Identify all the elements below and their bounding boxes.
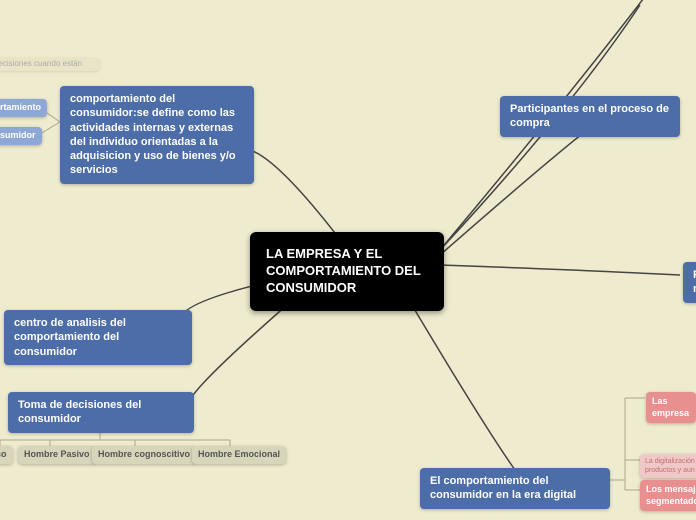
node-hombre-emocional[interactable]: Hombre Emocional [192,446,286,464]
node-mensajes[interactable]: Los mensaje segmentado [640,480,696,511]
node-comportamiento-def[interactable]: comportamiento del consumidor:se define … [60,86,254,184]
node-era-digital[interactable]: El comportamiento del consumidor en la e… [420,468,610,509]
node-left-small-2[interactable]: sumidor [0,127,42,145]
node-left-small-1[interactable]: rtamiento [0,99,47,117]
node-centro-analisis[interactable]: centro de analisis del comportamiento de… [4,310,192,365]
node-digitalizacion[interactable]: La digitalización p productos y aun a [640,454,696,478]
node-participantes[interactable]: Participantes en el proceso de compra [500,96,680,137]
node-hombre-cognoscitivo[interactable]: Hombre cognoscitivo [92,446,196,464]
node-left-faint: decisiones cuando están [0,57,100,71]
center-node[interactable]: LA EMPRESA Y EL COMPORTAMIENTO DEL CONSU… [250,232,444,311]
node-right-partial[interactable]: Pi m [683,262,696,303]
node-toma-decisiones[interactable]: Toma de decisiones del consumidor [8,392,194,433]
node-hombre-pasivo[interactable]: Hombre Pasivo [18,446,96,464]
node-hombre-co[interactable]: co [0,446,13,464]
node-empresas[interactable]: Las empresa [646,392,696,423]
